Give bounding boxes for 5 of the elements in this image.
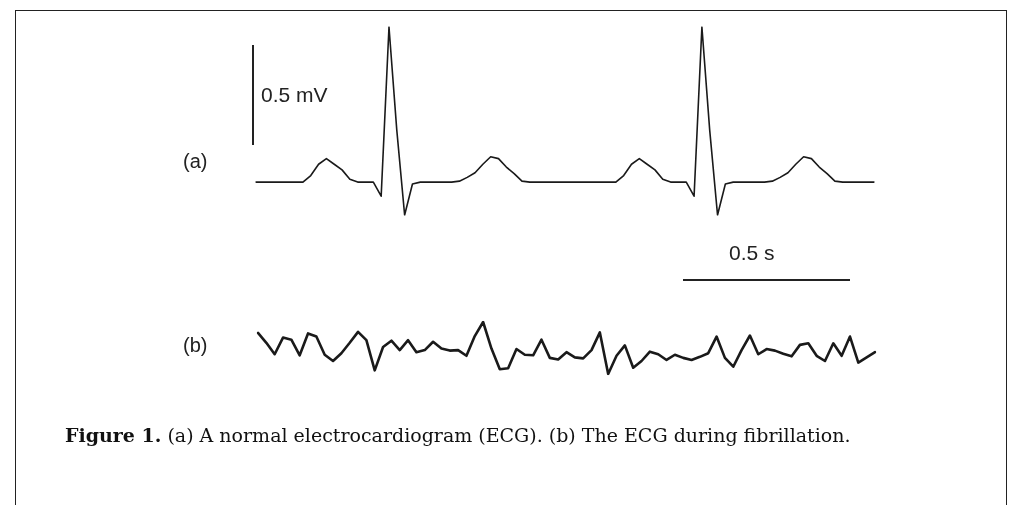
- text: (b): [183, 334, 208, 357]
- text: 0.5 s: [729, 241, 775, 265]
- caption: Figure 1. (a) A normal electrocardiogram (ECG). (b) The ECG during fibrillation.: [65, 423, 852, 448]
- annotation: 0.5 mV: [261, 83, 328, 107]
- text: (a): [183, 150, 208, 173]
